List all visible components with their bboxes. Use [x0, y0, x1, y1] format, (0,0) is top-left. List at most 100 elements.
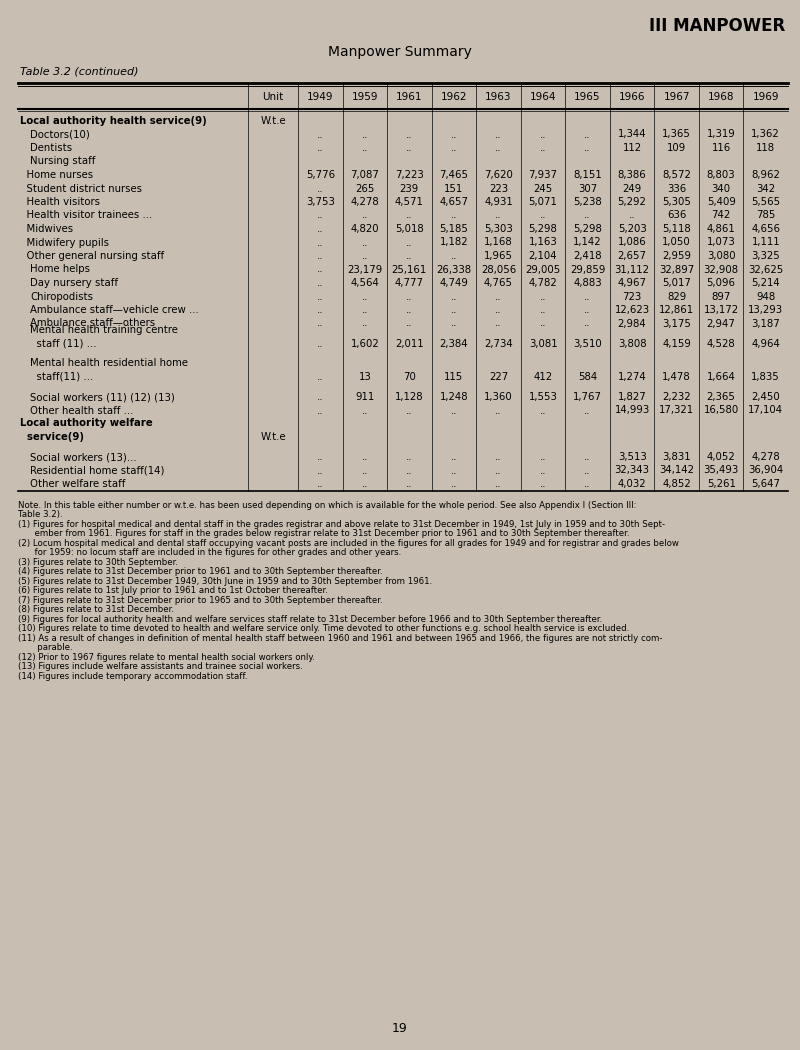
Text: (7) Figures relate to 31st December prior to 1965 and to 30th September thereaft: (7) Figures relate to 31st December prio…	[18, 595, 382, 605]
Text: staff(11) ...: staff(11) ...	[30, 372, 94, 382]
Text: ..: ..	[450, 465, 457, 476]
Text: 29,859: 29,859	[570, 265, 606, 274]
Text: 1,274: 1,274	[618, 372, 646, 382]
Text: 4,883: 4,883	[574, 278, 602, 288]
Text: III MANPOWER: III MANPOWER	[649, 17, 785, 35]
Text: Health visitors: Health visitors	[20, 197, 100, 207]
Text: ..: ..	[540, 292, 546, 301]
Text: ..: ..	[450, 210, 457, 220]
Text: 742: 742	[711, 210, 731, 220]
Text: (5) Figures relate to 31st December 1949, 30th June in 1959 and to 30th Septembe: (5) Figures relate to 31st December 1949…	[18, 576, 432, 586]
Text: 4,032: 4,032	[618, 479, 646, 489]
Text: 723: 723	[622, 292, 642, 301]
Text: Manpower Summary: Manpower Summary	[328, 45, 472, 59]
Text: 3,753: 3,753	[306, 197, 334, 207]
Text: ..: ..	[450, 292, 457, 301]
Text: ..: ..	[540, 318, 546, 329]
Text: 239: 239	[400, 184, 419, 193]
Text: ..: ..	[406, 292, 413, 301]
Text: ..: ..	[450, 129, 457, 140]
Text: 5,214: 5,214	[751, 278, 780, 288]
Text: 4,777: 4,777	[395, 278, 424, 288]
Text: 3,325: 3,325	[751, 251, 780, 261]
Text: 4,278: 4,278	[350, 197, 379, 207]
Text: 636: 636	[667, 210, 686, 220]
Text: ..: ..	[495, 318, 502, 329]
Text: 5,185: 5,185	[439, 224, 468, 234]
Text: 3,081: 3,081	[529, 339, 558, 349]
Text: ..: ..	[584, 304, 590, 315]
Text: 1,050: 1,050	[662, 237, 691, 248]
Text: 4,765: 4,765	[484, 278, 513, 288]
Text: Chiropodists: Chiropodists	[30, 292, 93, 301]
Text: 911: 911	[355, 392, 374, 402]
Text: 1,248: 1,248	[439, 392, 468, 402]
Text: 4,861: 4,861	[707, 224, 735, 234]
Text: ..: ..	[362, 251, 368, 261]
Text: 1969: 1969	[753, 92, 779, 102]
Text: ..: ..	[317, 184, 323, 193]
Text: 5,303: 5,303	[484, 224, 513, 234]
Text: 785: 785	[756, 210, 775, 220]
Text: 7,223: 7,223	[395, 170, 424, 180]
Text: 4,782: 4,782	[529, 278, 558, 288]
Text: ..: ..	[362, 479, 368, 489]
Text: 4,820: 4,820	[350, 224, 379, 234]
Text: 115: 115	[444, 372, 463, 382]
Text: ..: ..	[495, 465, 502, 476]
Text: parable.: parable.	[18, 644, 73, 652]
Text: 3,175: 3,175	[662, 318, 691, 329]
Text: ..: ..	[317, 405, 323, 416]
Text: 227: 227	[489, 372, 508, 382]
Text: Social workers (11) (12) (13): Social workers (11) (12) (13)	[30, 392, 175, 402]
Text: 31,112: 31,112	[614, 265, 650, 274]
Text: 5,298: 5,298	[529, 224, 558, 234]
Text: ..: ..	[317, 143, 323, 153]
Text: 5,298: 5,298	[573, 224, 602, 234]
Text: Social workers (13)...: Social workers (13)...	[30, 452, 137, 462]
Text: 342: 342	[756, 184, 775, 193]
Text: 29,005: 29,005	[526, 265, 561, 274]
Text: 4,964: 4,964	[751, 339, 780, 349]
Text: 948: 948	[756, 292, 775, 301]
Text: Note. In this table either number or w.t.e. has been used depending on which is : Note. In this table either number or w.t…	[18, 501, 637, 509]
Text: 584: 584	[578, 372, 597, 382]
Text: 412: 412	[534, 372, 553, 382]
Text: Other general nursing staff: Other general nursing staff	[20, 251, 164, 261]
Text: ..: ..	[450, 143, 457, 153]
Text: 1,086: 1,086	[618, 237, 646, 248]
Text: ..: ..	[450, 405, 457, 416]
Text: (14) Figures include temporary accommodation staff.: (14) Figures include temporary accommoda…	[18, 672, 247, 680]
Text: 2,384: 2,384	[439, 339, 468, 349]
Text: 1,360: 1,360	[484, 392, 513, 402]
Text: 25,161: 25,161	[392, 265, 427, 274]
Text: ..: ..	[540, 452, 546, 462]
Text: ..: ..	[362, 129, 368, 140]
Text: 5,305: 5,305	[662, 197, 691, 207]
Text: 1963: 1963	[486, 92, 512, 102]
Text: ..: ..	[406, 318, 413, 329]
Text: ..: ..	[362, 465, 368, 476]
Text: 265: 265	[355, 184, 374, 193]
Text: 4,528: 4,528	[707, 339, 735, 349]
Text: 14,993: 14,993	[614, 405, 650, 416]
Text: 8,386: 8,386	[618, 170, 646, 180]
Text: ember from 1961. Figures for staff in the grades below registrar relate to 31st : ember from 1961. Figures for staff in th…	[18, 529, 630, 539]
Text: ..: ..	[406, 452, 413, 462]
Text: 1,965: 1,965	[484, 251, 513, 261]
Text: 1,827: 1,827	[618, 392, 646, 402]
Text: 1,478: 1,478	[662, 372, 691, 382]
Text: Doctors(10): Doctors(10)	[30, 129, 90, 140]
Text: (2) Locum hospital medical and dental staff occupying vacant posts are included : (2) Locum hospital medical and dental st…	[18, 539, 679, 548]
Text: 1,182: 1,182	[439, 237, 468, 248]
Text: 1,111: 1,111	[751, 237, 780, 248]
Text: Student district nurses: Student district nurses	[20, 184, 142, 193]
Text: 8,803: 8,803	[707, 170, 735, 180]
Text: ..: ..	[406, 251, 413, 261]
Text: 829: 829	[667, 292, 686, 301]
Text: 34,142: 34,142	[659, 465, 694, 476]
Text: 7,937: 7,937	[529, 170, 558, 180]
Text: Mental health residential home: Mental health residential home	[30, 358, 188, 369]
Text: 307: 307	[578, 184, 597, 193]
Text: ..: ..	[362, 210, 368, 220]
